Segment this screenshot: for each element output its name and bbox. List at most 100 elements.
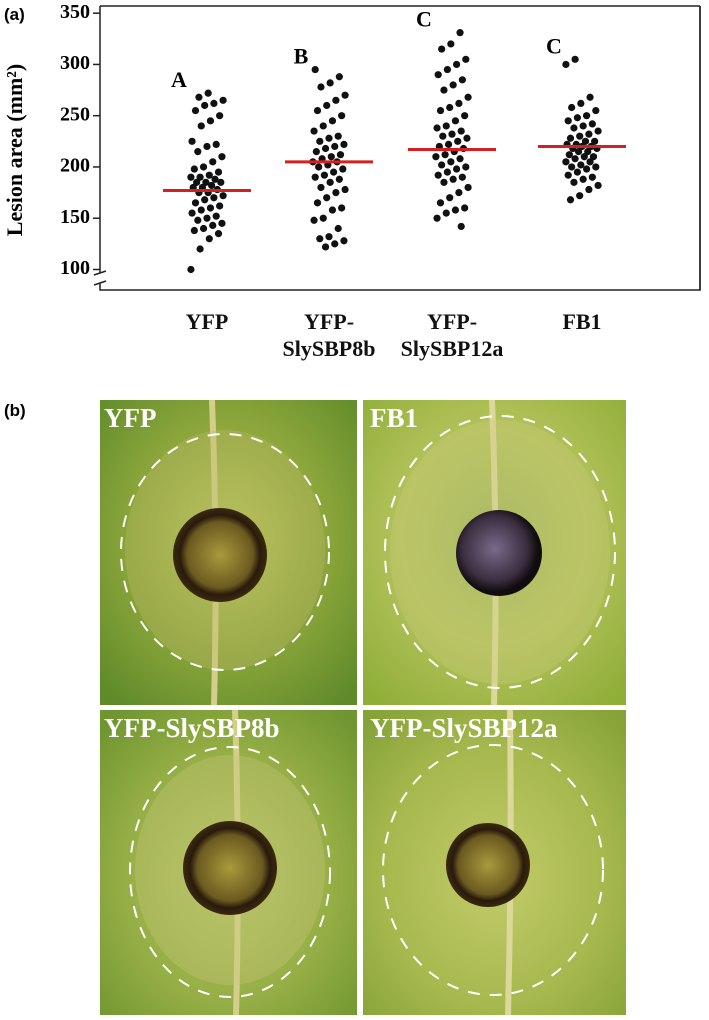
data-point (457, 127, 465, 135)
photo-label: YFP (104, 403, 156, 433)
data-point (193, 178, 201, 186)
group-letter: C (546, 33, 562, 58)
data-point (335, 175, 343, 183)
data-point (455, 188, 463, 197)
data-point (462, 55, 470, 63)
data-point (210, 99, 218, 108)
data-point (202, 178, 210, 186)
data-point (219, 192, 227, 200)
data-point (588, 173, 596, 181)
data-point (214, 230, 223, 238)
data-point (463, 134, 471, 142)
data-point (216, 112, 224, 120)
data-point (565, 151, 573, 159)
data-point (591, 137, 599, 145)
data-point (443, 168, 451, 176)
data-point (573, 168, 582, 176)
data-point (335, 73, 343, 81)
data-point (568, 103, 576, 112)
data-point (214, 168, 223, 176)
data-point (310, 127, 318, 135)
data-point (566, 196, 575, 204)
data-point (206, 204, 215, 212)
data-point (323, 194, 331, 202)
y-tick-label: 200 (60, 155, 90, 177)
data-point (209, 158, 217, 166)
data-point (203, 214, 211, 222)
data-point (583, 165, 591, 173)
data-point (310, 216, 318, 224)
data-point (205, 235, 213, 243)
data-point (432, 153, 440, 161)
data-point (334, 132, 342, 140)
data-point (195, 93, 203, 101)
data-point (458, 173, 466, 181)
data-point (579, 175, 587, 183)
data-point (449, 175, 457, 183)
data-point (341, 91, 349, 99)
data-point (564, 117, 572, 125)
x-tick-label: YFP- SlySBP8b (282, 309, 376, 361)
data-point (315, 163, 323, 171)
data-point (338, 204, 346, 212)
data-point (331, 142, 339, 151)
data-point (442, 122, 450, 130)
data-point (197, 122, 205, 130)
data-point (588, 120, 596, 128)
data-point (570, 178, 578, 186)
data-point (438, 161, 446, 169)
data-point (341, 185, 349, 194)
data-point (443, 65, 451, 74)
data-point (456, 155, 464, 163)
data-point (205, 171, 213, 179)
data-point (583, 112, 591, 120)
data-point (446, 194, 454, 202)
data-point (212, 212, 220, 220)
data-point (568, 163, 576, 171)
data-point (313, 106, 322, 115)
panel-label: (b) (4, 401, 26, 420)
data-point (340, 140, 348, 149)
data-point (434, 71, 442, 79)
x-tick-label: FB1 (562, 309, 602, 334)
data-point (190, 165, 198, 173)
data-point (449, 81, 457, 89)
data-point (339, 165, 347, 173)
data-point (574, 147, 583, 156)
data-point (340, 237, 348, 245)
data-point (464, 183, 472, 192)
data-point (328, 206, 337, 214)
photo (100, 399, 357, 706)
data-point (321, 243, 330, 251)
panel-label: (a) (4, 5, 25, 24)
data-point (562, 60, 570, 69)
data-point (564, 171, 572, 179)
data-point (586, 158, 594, 166)
data-point (191, 106, 200, 115)
data-point (188, 137, 196, 145)
data-point (592, 163, 600, 171)
data-point (571, 155, 579, 163)
data-point (585, 130, 593, 138)
data-point (456, 29, 464, 37)
y-tick-label: 150 (60, 206, 90, 228)
data-point (190, 226, 198, 235)
data-point (434, 171, 442, 179)
y-axis-label: Lesion area (mm²) (2, 64, 27, 236)
axis (99, 6, 701, 291)
data-point (455, 99, 463, 108)
data-point (447, 158, 455, 166)
data-point (464, 93, 472, 101)
y-tick-label: 250 (60, 103, 90, 125)
data-point (336, 151, 345, 159)
data-point (585, 185, 593, 194)
data-point (584, 147, 592, 156)
data-point (320, 171, 328, 179)
data-point (317, 183, 325, 192)
data-point (313, 199, 322, 207)
data-point (436, 199, 445, 207)
data-point (586, 93, 594, 101)
data-point (187, 173, 195, 181)
data-point (321, 144, 330, 153)
